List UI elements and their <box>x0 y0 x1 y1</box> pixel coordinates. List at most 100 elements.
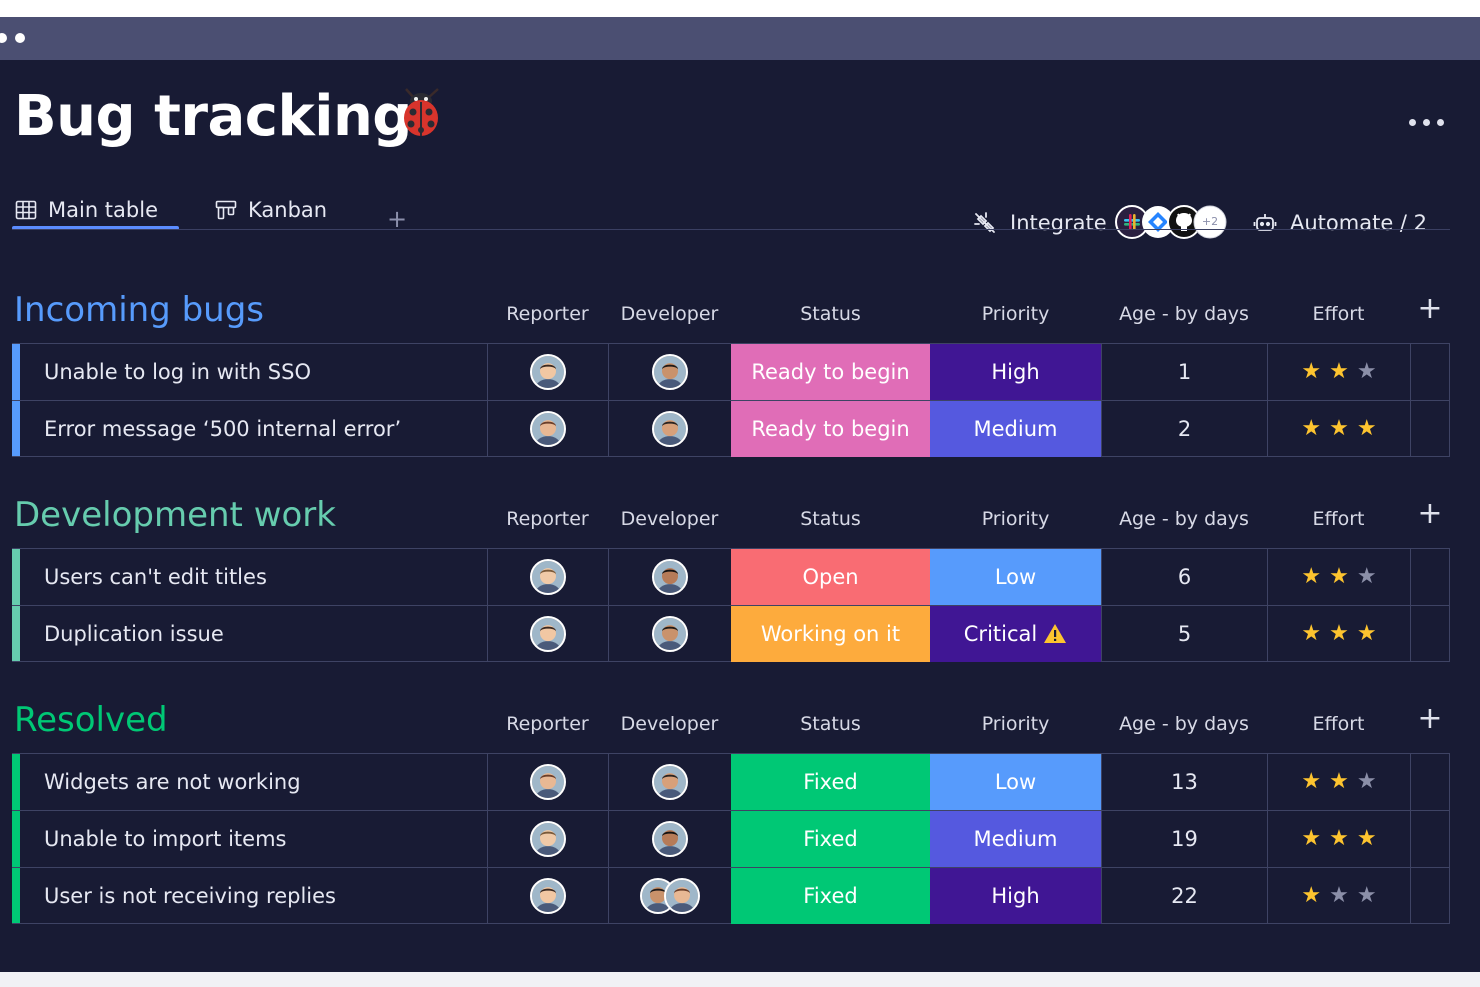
item-name[interactable]: Widgets are not working <box>44 770 301 794</box>
effort-rating[interactable]: ★ ★ ★ <box>1267 754 1410 810</box>
age-value[interactable]: 19 <box>1101 811 1267 867</box>
priority-label[interactable]: Medium <box>930 401 1101 457</box>
star-icon[interactable]: ★ <box>1329 769 1349 794</box>
priority-label[interactable]: Critical <box>930 606 1101 662</box>
age-value[interactable]: 2 <box>1101 401 1267 457</box>
table-row[interactable]: Error message ‘500 internal error’ Ready … <box>12 400 1449 457</box>
effort-rating[interactable]: ★ ★ ★ <box>1267 401 1410 457</box>
age-value[interactable]: 6 <box>1101 549 1267 605</box>
star-icon[interactable]: ★ <box>1301 416 1322 441</box>
column-header[interactable]: Reporter <box>506 508 589 530</box>
column-header[interactable]: Priority <box>981 303 1050 325</box>
priority-label[interactable]: Low <box>930 549 1101 605</box>
star-icon[interactable]: ★ <box>1356 564 1377 589</box>
group-title[interactable]: Development work <box>14 495 336 535</box>
table-row[interactable]: Duplication issue Working on it Critical 5 ★… <box>12 605 1449 662</box>
star-icon[interactable]: ★ <box>1356 826 1377 851</box>
status-label[interactable]: Fixed <box>731 811 930 867</box>
avatar[interactable] <box>652 354 688 390</box>
integrate-button[interactable]: Integrate <box>972 205 1107 241</box>
avatar[interactable] <box>652 616 688 652</box>
column-header[interactable]: Priority <box>981 713 1050 735</box>
column-header[interactable]: Status <box>800 303 861 325</box>
more-horizontal-icon[interactable] <box>1402 112 1450 132</box>
item-name[interactable]: Unable to log in with SSO <box>44 360 311 384</box>
status-label[interactable]: Ready to begin <box>731 344 930 400</box>
window-control-dot[interactable] <box>15 33 25 43</box>
column-header[interactable]: Reporter <box>506 713 589 735</box>
status-label[interactable]: Fixed <box>731 754 930 810</box>
status-label[interactable]: Open <box>731 549 930 605</box>
star-icon[interactable]: ★ <box>1301 826 1322 851</box>
table-row[interactable]: Unable to import items Fixed Medium 19 ★ ★ ★ <box>12 810 1449 867</box>
effort-rating[interactable]: ★ ★ ★ <box>1267 549 1410 605</box>
star-icon[interactable]: ★ <box>1301 769 1322 794</box>
avatar[interactable] <box>652 821 688 857</box>
star-icon[interactable]: ★ <box>1301 564 1322 589</box>
add-column-button[interactable]: + <box>1417 291 1443 326</box>
star-icon[interactable]: ★ <box>1329 564 1349 589</box>
column-header[interactable]: Effort <box>1312 508 1365 530</box>
star-icon[interactable]: ★ <box>1301 883 1322 908</box>
age-value[interactable]: 22 <box>1101 868 1267 924</box>
age-value[interactable]: 5 <box>1101 606 1267 662</box>
column-header[interactable]: Age - by days <box>1119 303 1249 325</box>
effort-rating[interactable]: ★ ★ ★ <box>1267 868 1410 924</box>
column-header[interactable]: Status <box>800 508 861 530</box>
star-icon[interactable]: ★ <box>1356 883 1377 908</box>
column-header[interactable]: Status <box>800 713 861 735</box>
item-name[interactable]: Unable to import items <box>44 827 287 851</box>
table-row[interactable]: Widgets are not working Fixed Low 13 ★ ★ ★ <box>12 753 1449 810</box>
star-icon[interactable]: ★ <box>1356 621 1377 646</box>
star-icon[interactable]: ★ <box>1356 359 1377 384</box>
column-header[interactable]: Developer <box>620 303 719 325</box>
priority-label[interactable]: Low <box>930 754 1101 810</box>
avatar[interactable] <box>530 821 566 857</box>
integration-icons[interactable]: +2 <box>1114 202 1234 242</box>
page-title[interactable]: Bug tracking <box>14 84 412 149</box>
star-icon[interactable]: ★ <box>1356 769 1377 794</box>
avatar[interactable] <box>652 411 688 447</box>
table-row[interactable]: User is not receiving replies Fixed High 22… <box>12 867 1449 924</box>
avatar[interactable] <box>530 411 566 447</box>
group-title[interactable]: Incoming bugs <box>14 290 265 330</box>
status-label[interactable]: Fixed <box>731 868 930 924</box>
star-icon[interactable]: ★ <box>1329 883 1349 908</box>
effort-rating[interactable]: ★ ★ ★ <box>1267 344 1410 400</box>
tab-main-table[interactable]: Main table <box>14 192 158 228</box>
add-view-button[interactable]: + <box>386 205 408 233</box>
priority-label[interactable]: Medium <box>930 811 1101 867</box>
item-name[interactable]: Error message ‘500 internal error’ <box>44 417 402 441</box>
avatar[interactable] <box>664 878 700 914</box>
group-title[interactable]: Resolved <box>14 700 168 740</box>
star-icon[interactable]: ★ <box>1329 416 1349 441</box>
effort-rating[interactable]: ★ ★ ★ <box>1267 811 1410 867</box>
avatar[interactable] <box>652 764 688 800</box>
status-label[interactable]: Ready to begin <box>731 401 930 457</box>
column-header[interactable]: Reporter <box>506 303 589 325</box>
avatar[interactable] <box>530 559 566 595</box>
avatar[interactable] <box>530 878 566 914</box>
add-column-button[interactable]: + <box>1417 496 1443 531</box>
star-icon[interactable]: ★ <box>1301 621 1322 646</box>
status-label[interactable]: Working on it <box>731 606 930 662</box>
age-value[interactable]: 13 <box>1101 754 1267 810</box>
star-icon[interactable]: ★ <box>1329 826 1349 851</box>
window-control-dot[interactable] <box>0 33 7 43</box>
star-icon[interactable]: ★ <box>1356 416 1377 441</box>
add-column-button[interactable]: + <box>1417 701 1443 736</box>
column-header[interactable]: Age - by days <box>1119 713 1249 735</box>
column-header[interactable]: Developer <box>620 713 719 735</box>
priority-label[interactable]: High <box>930 868 1101 924</box>
star-icon[interactable]: ★ <box>1301 359 1322 384</box>
age-value[interactable]: 1 <box>1101 344 1267 400</box>
column-header[interactable]: Developer <box>620 508 719 530</box>
item-name[interactable]: Duplication issue <box>44 622 224 646</box>
avatar[interactable] <box>530 764 566 800</box>
priority-label[interactable]: High <box>930 344 1101 400</box>
table-row[interactable]: Unable to log in with SSO Ready to begin H… <box>12 343 1449 400</box>
star-icon[interactable]: ★ <box>1329 621 1349 646</box>
table-row[interactable]: Users can't edit titles Open Low 6 ★ ★ ★ <box>12 548 1449 605</box>
avatar[interactable] <box>652 559 688 595</box>
avatar[interactable] <box>530 616 566 652</box>
